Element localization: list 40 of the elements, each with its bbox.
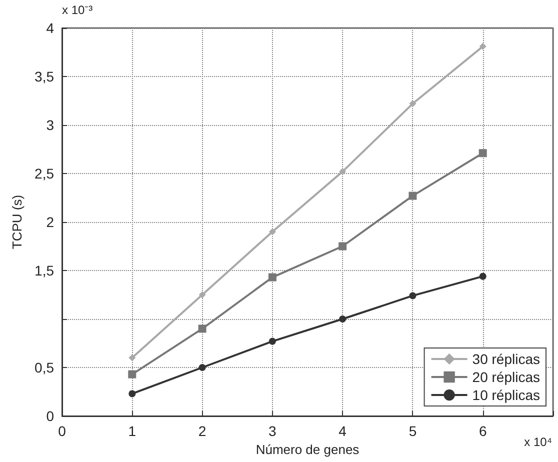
- point: [339, 168, 346, 176]
- y-tick-label: 0,5: [34, 360, 54, 376]
- x-tick-label: 0: [58, 423, 66, 439]
- y-axis-title: TCPU (s): [10, 194, 25, 250]
- point: [479, 42, 486, 50]
- point: [268, 273, 276, 282]
- x-tick-label: 3: [268, 423, 277, 439]
- point: [338, 242, 347, 250]
- text: x 10⁻³: [62, 3, 93, 17]
- point: [128, 354, 136, 362]
- x-axis-title: Número de genes: [256, 442, 360, 457]
- x-tick-label: 1: [128, 423, 136, 439]
- legend-label: 10 réplicas: [472, 387, 540, 403]
- y-tick-label: 3: [46, 117, 54, 133]
- y-tick-label: 2,5: [34, 166, 54, 182]
- legend-label: 20 réplicas: [472, 369, 540, 385]
- point: [198, 291, 206, 298]
- point: [198, 324, 206, 333]
- point: [268, 228, 276, 236]
- x-tick-label: 2: [198, 423, 206, 439]
- point: [339, 316, 346, 322]
- point: [408, 192, 417, 200]
- legend-label: 30 réplicas: [472, 351, 540, 367]
- point: [409, 100, 416, 108]
- x-tick-label: 4: [338, 423, 347, 439]
- point: [128, 390, 136, 398]
- y-tick-label: 4: [46, 20, 54, 36]
- point: [128, 370, 136, 378]
- point: [478, 149, 487, 158]
- y-tick-label: 3,5: [34, 68, 54, 84]
- text: x 10⁴: [524, 435, 552, 449]
- y-tick-label: 1,5: [34, 262, 54, 278]
- point: [409, 292, 416, 300]
- y-tick-label: 0: [46, 408, 54, 424]
- x-tick-label: 6: [478, 423, 487, 439]
- y-tick-label: 2: [46, 214, 54, 230]
- point: [268, 338, 276, 345]
- point: [198, 364, 206, 371]
- x-tick-label: 5: [408, 423, 417, 439]
- point: [479, 272, 486, 280]
